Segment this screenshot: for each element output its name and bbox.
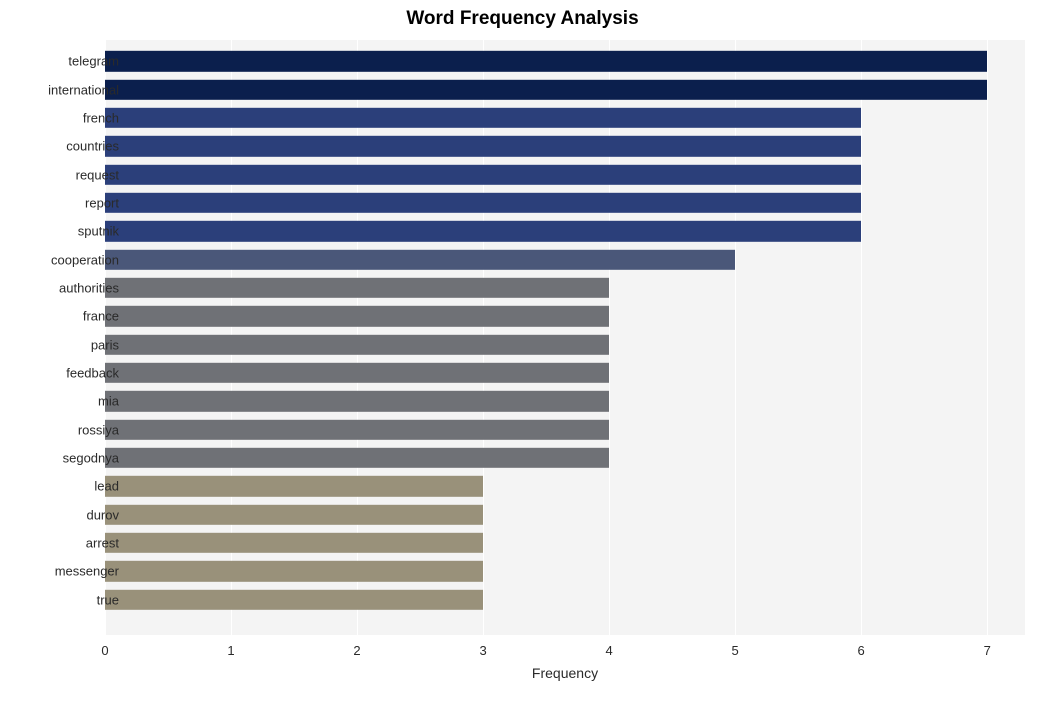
x-tick: 7 bbox=[984, 643, 991, 658]
bar bbox=[105, 419, 609, 439]
chart-container: Word Frequency Analysis Frequency 0 1 2 3 4 5… bbox=[0, 0, 1045, 701]
bar bbox=[105, 533, 483, 553]
y-tick-label: sputnik bbox=[78, 224, 119, 239]
y-tick-label: true bbox=[97, 592, 119, 607]
bar bbox=[105, 589, 483, 609]
y-tick-label: international bbox=[48, 82, 119, 97]
x-tick: 4 bbox=[605, 643, 612, 658]
x-axis-label: Frequency bbox=[532, 665, 598, 681]
bar bbox=[105, 249, 735, 269]
x-tick: 3 bbox=[479, 643, 486, 658]
plot-area bbox=[105, 40, 1025, 635]
bar bbox=[105, 476, 483, 496]
y-tick-label: authorities bbox=[59, 280, 119, 295]
x-axis: Frequency 01234567 bbox=[105, 635, 1025, 685]
bar bbox=[105, 221, 861, 241]
y-tick-label: lead bbox=[94, 479, 119, 494]
x-tick: 2 bbox=[353, 643, 360, 658]
bar bbox=[105, 504, 483, 524]
chart-title: Word Frequency Analysis bbox=[0, 8, 1045, 30]
y-tick-label: france bbox=[83, 309, 119, 324]
y-tick-label: cooperation bbox=[51, 252, 119, 267]
y-tick-label: countries bbox=[66, 139, 119, 154]
x-tick: 1 bbox=[227, 643, 234, 658]
bar bbox=[105, 136, 861, 156]
x-tick: 5 bbox=[732, 643, 739, 658]
bar bbox=[105, 561, 483, 581]
y-tick-label: segodnya bbox=[63, 450, 119, 465]
y-tick-label: telegram bbox=[68, 54, 119, 69]
bar bbox=[105, 391, 609, 411]
bar bbox=[105, 108, 861, 128]
x-tick: 0 bbox=[101, 643, 108, 658]
bar bbox=[105, 334, 609, 354]
y-tick-label: arrest bbox=[86, 535, 119, 550]
bars-layer bbox=[105, 40, 1025, 635]
bar bbox=[105, 448, 609, 468]
bar bbox=[105, 278, 609, 298]
y-tick-label: report bbox=[85, 195, 119, 210]
y-tick-label: french bbox=[83, 110, 119, 125]
y-tick-label: durov bbox=[86, 507, 119, 522]
bar bbox=[105, 164, 861, 184]
y-tick-label: rossiya bbox=[78, 422, 119, 437]
y-tick-label: request bbox=[76, 167, 119, 182]
bar bbox=[105, 306, 609, 326]
bar bbox=[105, 79, 987, 99]
y-tick-label: paris bbox=[91, 337, 119, 352]
bar bbox=[105, 51, 987, 71]
x-tick: 6 bbox=[858, 643, 865, 658]
y-tick-label: mia bbox=[98, 394, 119, 409]
y-tick-label: messenger bbox=[55, 564, 119, 579]
bar bbox=[105, 193, 861, 213]
y-tick-label: feedback bbox=[66, 365, 119, 380]
bar bbox=[105, 363, 609, 383]
